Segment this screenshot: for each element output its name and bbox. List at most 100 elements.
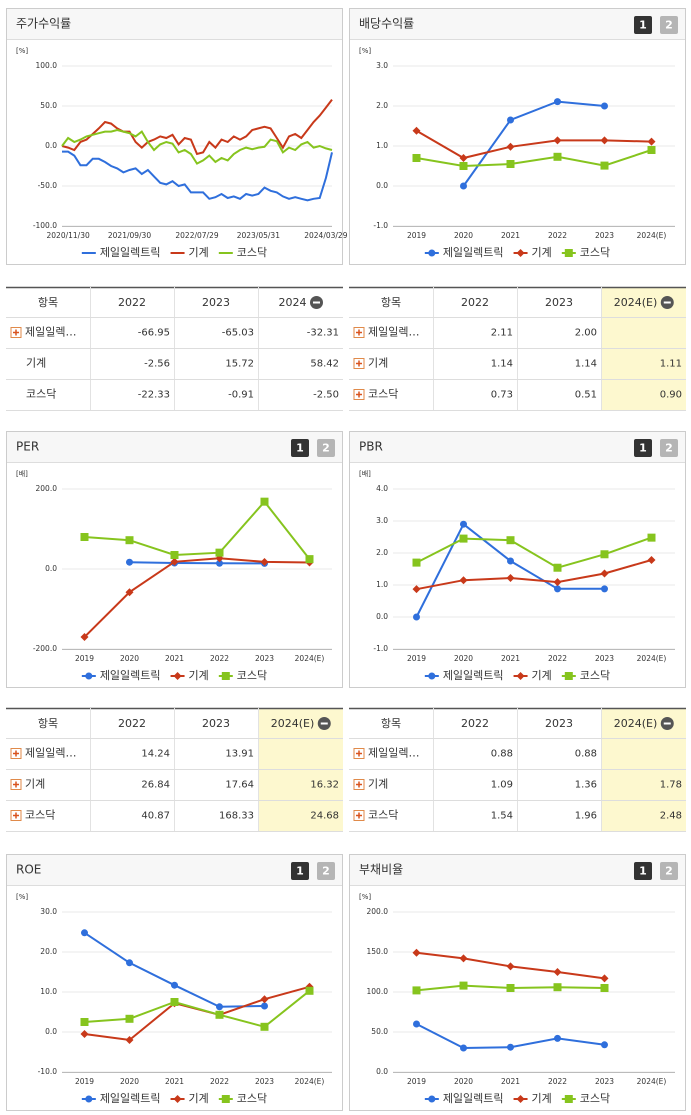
tab-label[interactable]: 1 [296, 865, 304, 878]
table-header: 2023 [545, 296, 573, 309]
tab-label[interactable]: 2 [665, 442, 673, 455]
legend-label: 코스닥 [580, 1092, 610, 1105]
x-tick-label: 2022 [548, 231, 567, 240]
legend-label: 기계 [532, 246, 552, 259]
tab-button[interactable] [317, 439, 335, 457]
tab-button[interactable] [291, 862, 309, 880]
tab-label[interactable]: 2 [665, 19, 673, 32]
legend-marker [221, 1095, 230, 1103]
expand-icon[interactable] [356, 781, 362, 788]
x-tick-label: 2022 [210, 654, 229, 663]
expand-icon[interactable] [356, 391, 362, 398]
x-tick-label: 2022/07/29 [175, 231, 218, 240]
table-cell: 1.11 [660, 359, 682, 370]
x-tick-label: 2019 [75, 1077, 94, 1086]
panel-title: PER [16, 440, 39, 454]
marker [553, 983, 562, 992]
y-tick-label: -100.0 [33, 221, 57, 230]
table-cell: 2.48 [660, 811, 682, 822]
row-label: 제일일렉… [25, 746, 76, 760]
tab-label[interactable]: 2 [322, 865, 330, 878]
marker [600, 974, 609, 983]
tab-label[interactable]: 1 [639, 442, 647, 455]
table-cell: 1.96 [575, 811, 597, 822]
y-tick-label: -1.0 [373, 644, 388, 653]
tab-button[interactable] [291, 439, 309, 457]
legend-label: 제일일렉트릭 [100, 668, 161, 682]
marker [554, 1034, 561, 1042]
expand-icon[interactable] [13, 812, 19, 819]
x-tick-label: 2020 [120, 654, 139, 663]
legend-marker [173, 1095, 182, 1103]
marker [170, 551, 179, 559]
tab-button[interactable] [660, 862, 678, 880]
x-tick-label: 2023 [595, 231, 614, 240]
tab-label[interactable]: 1 [639, 865, 647, 878]
row-label: 기계 [368, 778, 388, 791]
marker [459, 154, 468, 162]
table-cell: 14.24 [141, 749, 170, 760]
tab-button[interactable] [634, 439, 652, 457]
table-cell: 0.90 [660, 390, 682, 401]
table-cell: 24.68 [310, 811, 339, 822]
marker [412, 948, 421, 957]
legend-label: 코스닥 [237, 1092, 267, 1105]
tab-button[interactable] [317, 862, 335, 880]
x-tick-label: 2023 [595, 654, 614, 663]
expand-icon[interactable] [13, 750, 19, 757]
marker [216, 1003, 223, 1011]
marker [506, 142, 515, 151]
tab-button[interactable] [634, 16, 652, 34]
tab-button[interactable] [660, 439, 678, 457]
table-cell: 1.14 [491, 359, 513, 370]
y-tick-label: 0.0 [376, 612, 388, 621]
table-cell: 16.32 [310, 780, 339, 791]
table-cell: 40.87 [141, 811, 170, 822]
tab-button[interactable] [634, 862, 652, 880]
marker [553, 152, 562, 161]
y-tick-label: 10.0 [40, 987, 57, 996]
tab-label[interactable]: 1 [296, 442, 304, 455]
y-tick-label: 100.0 [367, 987, 389, 996]
legend-marker [428, 1095, 436, 1103]
table-cell: 1.54 [491, 811, 513, 822]
table-cell: 58.42 [310, 359, 339, 370]
expand-icon[interactable] [356, 329, 362, 336]
expand-icon[interactable] [13, 781, 19, 788]
legend-label: 코스닥 [580, 669, 610, 682]
marker [600, 161, 609, 170]
legend-label: 제일일렉트릭 [443, 668, 504, 682]
collapse-icon[interactable] [663, 301, 671, 304]
legend-marker [85, 1095, 93, 1103]
legend-marker [428, 249, 436, 257]
x-tick-label: 2020 [454, 654, 473, 663]
table-header: 2024(E) [614, 717, 658, 730]
collapse-icon[interactable] [663, 722, 671, 725]
marker [412, 986, 421, 995]
y-tick-label: 0.0 [376, 181, 388, 190]
panel-title: ROE [16, 863, 41, 877]
marker [305, 986, 314, 995]
expand-icon[interactable] [356, 360, 362, 367]
marker [507, 557, 514, 565]
x-tick-label: 2020 [454, 1077, 473, 1086]
panel [349, 8, 686, 265]
expand-icon[interactable] [13, 329, 19, 336]
tab-label[interactable]: 2 [665, 865, 673, 878]
collapse-icon[interactable] [320, 722, 328, 725]
y-tick-label: 2.0 [376, 101, 388, 110]
marker [126, 558, 133, 566]
row-label: 기계 [368, 357, 388, 370]
table-header: 2022 [461, 296, 489, 309]
x-tick-label: 2019 [407, 1077, 426, 1086]
expand-icon[interactable] [356, 750, 362, 757]
collapse-icon[interactable] [313, 301, 320, 304]
expand-icon[interactable] [356, 812, 362, 819]
y-tick-label: 200.0 [367, 907, 389, 916]
tab-label[interactable]: 1 [639, 19, 647, 32]
row-label: 코스닥 [26, 388, 56, 401]
tab-label[interactable]: 2 [322, 442, 330, 455]
legend-marker [564, 249, 573, 257]
marker [305, 555, 314, 564]
tab-button[interactable] [660, 16, 678, 34]
